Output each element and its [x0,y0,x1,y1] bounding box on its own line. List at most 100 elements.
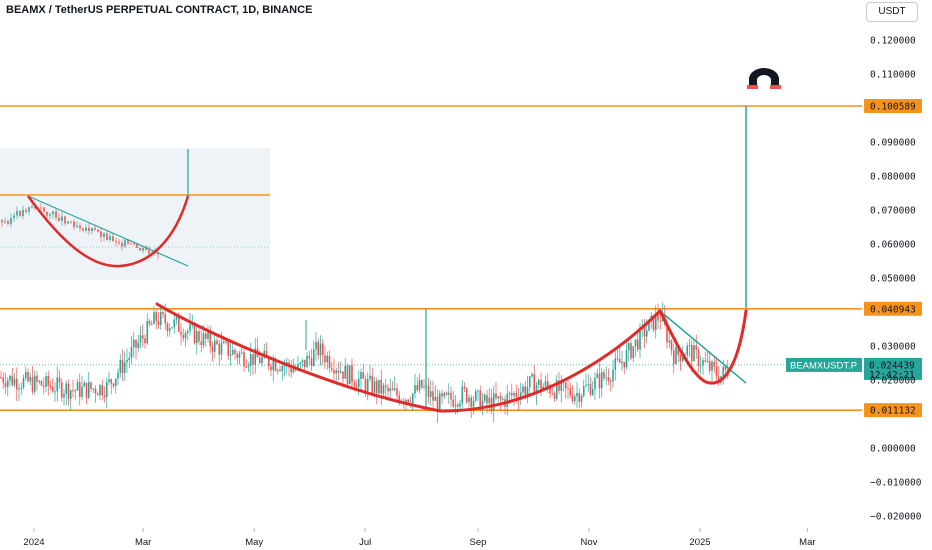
candle-body [319,343,322,356]
candle-body [564,382,567,389]
time-tick-label: Sep [470,537,487,548]
candle-body [20,387,23,389]
price-label-badge [864,98,922,113]
candle-body [126,359,128,363]
handle-trendline[interactable] [659,310,747,384]
candle-body [141,335,144,339]
inset-candle-body [61,216,63,221]
candle-body [110,379,113,384]
candle-body [171,327,173,329]
inset-candle-body [28,207,30,212]
candles [0,302,729,424]
candle-body [258,357,261,364]
handle-curve[interactable] [658,309,748,385]
candle-body [281,365,284,372]
candle-body [510,392,513,396]
candle-body [11,375,14,385]
candle-body [519,392,522,400]
candle-body [263,350,266,358]
candle-body [605,377,608,379]
candle-body [168,328,171,331]
candle-body [434,396,437,401]
candle-body [315,341,317,350]
candle-body [290,367,293,373]
candle-body [481,400,484,411]
inset-candle-body [7,221,9,224]
candle-body [609,381,612,383]
price-tick-label: 0.070000 [870,206,916,217]
candle-body [69,390,72,399]
candle-body [121,360,124,374]
candle-body [130,347,133,358]
inset-candle-body [88,227,90,232]
candle-body [546,381,549,387]
candle-body [2,377,5,384]
candle-body [13,378,16,385]
candle-body [114,378,117,387]
candle-body [213,340,216,352]
time-tick-label: May [245,537,263,548]
candle-body [369,375,371,380]
candle-body [184,332,187,339]
time-tick-label: Mar [799,537,815,548]
candle-body [225,341,227,343]
currency-button[interactable]: USDT [866,2,918,22]
candle-body [679,354,682,362]
inset-candle-body [148,250,150,254]
inset-candle-body [91,227,93,232]
candle-body [303,359,306,368]
inset-candle-body [100,231,102,238]
candle-body [265,350,268,357]
candle-body [301,359,304,363]
inset-candle-body [109,236,111,240]
inset-candle-body [118,242,120,244]
candle-body [450,392,452,400]
candle-body [630,343,632,359]
candle-body [132,339,135,348]
candle-body [60,382,63,398]
candle-body [722,366,725,377]
candle-body [632,346,635,359]
candle-body [270,366,272,371]
candle-body [675,347,677,364]
candle-body [49,385,52,387]
candle-body [452,399,455,407]
candle-body [522,386,524,393]
countdown-text: 12:42:21 [869,370,915,381]
candle-body [391,388,394,391]
candle-body [72,390,74,392]
candle-body [128,357,131,360]
candle-body [591,388,594,395]
cup-curve[interactable] [155,302,662,413]
inset-candle-body [40,207,42,209]
candle-body [267,356,270,367]
candle-body [445,392,448,395]
candle-body [380,379,383,394]
candle-body [297,363,299,370]
time-tick-label: 2025 [689,537,710,548]
candle-body [249,354,252,366]
candle-body [681,357,684,362]
candle-body [501,399,504,401]
candle-body [45,375,47,387]
candle-body [636,339,639,350]
inset-candle-body [4,221,6,223]
candle-body [702,360,704,366]
candle-body [157,321,160,326]
candle-body [364,379,367,392]
candle-body [666,323,668,343]
inset-candle-body [31,206,33,208]
candle-body [699,365,702,367]
candle-body [342,371,344,379]
candle-body [173,319,176,328]
candle-body [362,372,365,380]
current-price-badge [864,357,922,380]
candle-body [618,359,621,363]
candle-body [112,383,115,387]
candle-body [90,382,92,389]
candle-body [40,381,43,386]
candle-body [479,390,482,411]
candle-body [465,388,468,403]
candle-body [355,385,358,388]
